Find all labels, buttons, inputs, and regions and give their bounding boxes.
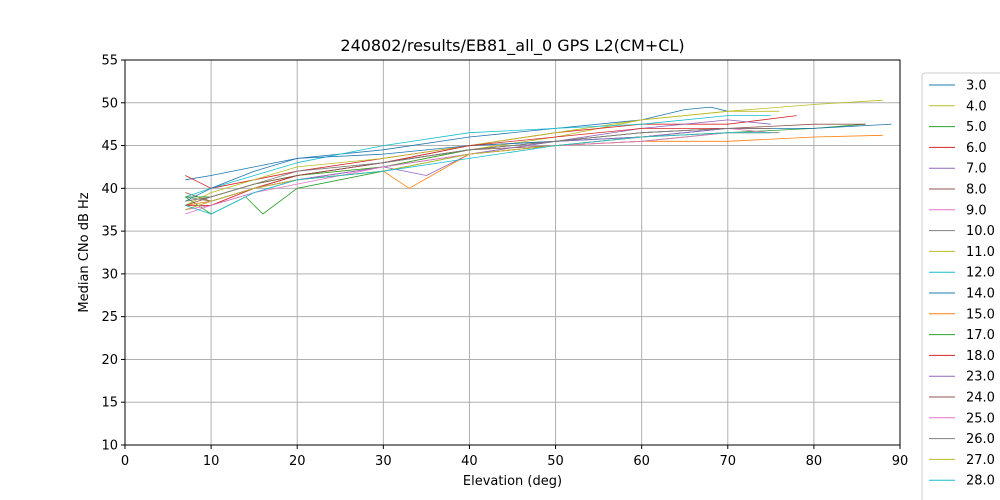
y-tick-label: 35 <box>101 225 118 240</box>
legend-label: 11.0 <box>966 245 995 260</box>
grid-lines <box>124 59 901 446</box>
legend-label: 27.0 <box>966 453 995 468</box>
legend-label: 5.0 <box>966 120 987 135</box>
legend-label: 4.0 <box>966 99 987 114</box>
legend-label: 3.0 <box>966 79 987 94</box>
chart-title: 240802/results/EB81_all_0 GPS L2(CM+CL) <box>340 36 684 56</box>
y-axis-label: Median CNo dB Hz <box>77 192 92 312</box>
series-lines <box>185 99 892 215</box>
y-tick-label: 55 <box>101 54 118 69</box>
legend-label: 14.0 <box>966 287 995 302</box>
legend-label: 15.0 <box>966 307 995 322</box>
legend-label: 7.0 <box>966 162 987 177</box>
x-tick-label: 70 <box>720 454 737 469</box>
series-line-8.0 <box>185 123 866 202</box>
legend: 3.0 4.0 5.0 6.0 7.0 8.0 9.0 10.0 11.0 12.0 14.0 15.… <box>921 72 1000 500</box>
legend-label: 24.0 <box>966 391 995 406</box>
legend-label: 8.0 <box>966 183 987 198</box>
series-line-11.0 <box>185 110 780 206</box>
x-tick-label: 40 <box>461 454 478 469</box>
y-axis-ticks: 10 15 20 25 30 35 40 45 50 55 <box>101 54 125 454</box>
x-tick-label: 30 <box>375 454 392 469</box>
series-line-26.0 <box>185 128 771 202</box>
legend-label: 28.0 <box>966 474 995 489</box>
legend-label: 17.0 <box>966 328 995 343</box>
series-line-25.0 <box>185 132 771 215</box>
legend-box <box>921 72 1000 500</box>
series-line-12.0 <box>185 115 771 198</box>
x-tick-label: 50 <box>547 454 564 469</box>
x-axis-label: Elevation (deg) <box>463 474 562 489</box>
x-tick-label: 60 <box>633 454 650 469</box>
legend-label: 10.0 <box>966 224 995 239</box>
series-line-9.0 <box>185 128 771 211</box>
series-line-10.0 <box>185 132 780 202</box>
legend-label: 23.0 <box>966 370 995 385</box>
x-axis-ticks: 0 10 20 30 40 50 60 70 80 90 <box>121 445 908 469</box>
y-tick-label: 40 <box>101 182 118 197</box>
x-tick-label: 80 <box>806 454 823 469</box>
x-tick-label: 90 <box>892 454 909 469</box>
y-tick-label: 25 <box>101 310 118 325</box>
legend-label: 12.0 <box>966 266 995 281</box>
series-line-23.0 <box>185 128 771 211</box>
series-line-5.0 <box>185 123 866 215</box>
legend-label: 18.0 <box>966 349 995 364</box>
legend-label: 26.0 <box>966 432 995 447</box>
series-line-18.0 <box>185 128 771 206</box>
y-tick-label: 50 <box>101 96 118 111</box>
series-line-14.0 <box>185 123 892 202</box>
series-line-3.0 <box>185 106 728 181</box>
y-tick-label: 20 <box>101 353 118 368</box>
x-tick-label: 10 <box>203 454 220 469</box>
y-tick-label: 30 <box>101 267 118 282</box>
series-line-24.0 <box>185 128 771 206</box>
plot-frame <box>124 59 901 446</box>
x-tick-label: 0 <box>121 454 129 469</box>
y-tick-label: 15 <box>101 396 118 411</box>
legend-label: 6.0 <box>966 141 987 156</box>
series-line-4.0 <box>185 99 883 202</box>
legend-label: 25.0 <box>966 411 995 426</box>
x-tick-label: 20 <box>289 454 306 469</box>
y-tick-label: 45 <box>101 139 118 154</box>
series-line-28.0 <box>185 132 771 215</box>
y-tick-label: 10 <box>101 439 118 454</box>
legend-label: 9.0 <box>966 203 987 218</box>
